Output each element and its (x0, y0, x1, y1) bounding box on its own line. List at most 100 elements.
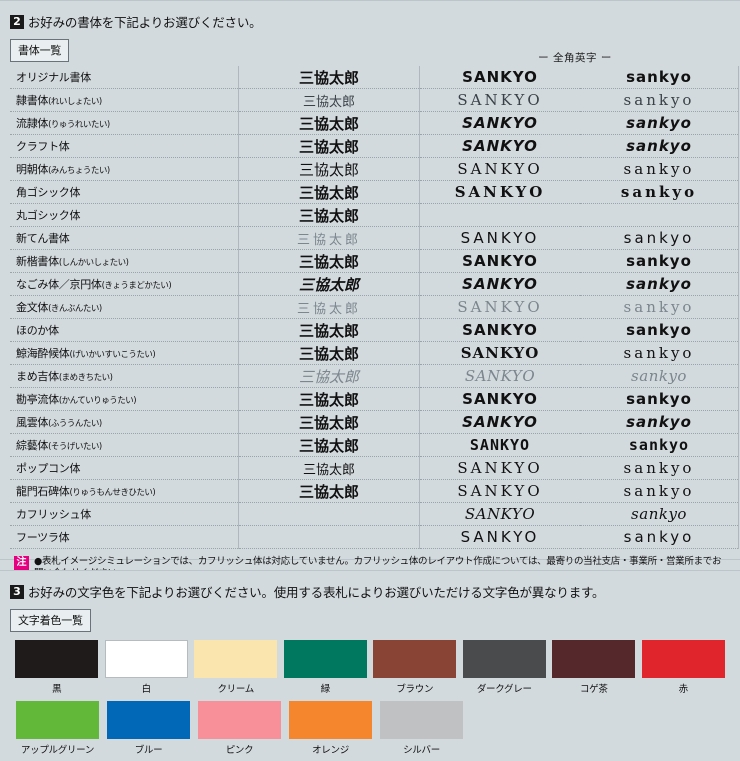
kanji-sample: 三協太郎 (238, 180, 420, 204)
font-table-wrapper: ー 全角英字 ー オリジナル書体 三協太郎 SANKYO sankyo 隷書体(… (10, 52, 739, 549)
font-name-cell: 明朝体(みんちょうたい) (10, 157, 239, 181)
color-swatch-cream[interactable]: クリーム (193, 640, 279, 695)
upper-sample: SANKYO (419, 157, 580, 181)
color-swatch-blue[interactable]: ブルー (105, 701, 192, 756)
color-label: 赤 (678, 684, 689, 695)
upper-sample: SANKYO (419, 111, 580, 135)
section2-title: お好みの書体を下記よりお選びください。 (28, 15, 262, 30)
kanji-sample: 三協太郎 (238, 341, 420, 365)
table-row[interactable]: カフリッシュ体 SANKYO sankyo (10, 502, 739, 526)
font-name-kana: (かんていりゅうたい) (58, 396, 137, 406)
table-row[interactable]: 角ゴシック体 三協太郎 SANKYO sankyo (10, 180, 739, 204)
table-row[interactable]: クラフト体 三協太郎 SANKYO sankyo (10, 134, 739, 158)
font-name: 隷書体 (16, 94, 49, 107)
table-row[interactable]: 隷書体(れいしょたい) 三協太郎 SANKYO sankyo (10, 88, 739, 112)
lower-sample: sankyo (580, 180, 739, 204)
color-label: シルバー (403, 745, 440, 756)
table-row[interactable]: 綜藝体(そうげいたい) 三協太郎 SANKYO sankyo (10, 433, 739, 457)
lower-sample: sankyo (580, 502, 739, 526)
font-name: 角ゴシック体 (16, 186, 81, 199)
color-swatch-orange[interactable]: オレンジ (287, 701, 374, 756)
font-name: カフリッシュ体 (16, 508, 91, 521)
table-row[interactable]: 勘亭流体(かんていりゅうたい) 三協太郎 SANKYO sankyo (10, 387, 739, 411)
section3-number-badge: 3 (10, 584, 24, 599)
table-row[interactable]: 風雲体(ふううんたい) 三協太郎 SANKYO sankyo (10, 410, 739, 434)
table-row[interactable]: まめ吉体(まめきちたい) 三協太郎 SANKYO sankyo (10, 364, 739, 388)
color-swatch-white[interactable]: 白 (104, 640, 190, 695)
font-name-kana: (みんちょうたい) (48, 166, 110, 176)
kanji-sample: 三協太郎 (238, 318, 420, 342)
font-name: 鯨海酔候体 (16, 347, 70, 360)
lower-sample: sankyo (580, 111, 739, 135)
kanji-sample: 三協太郎 (238, 134, 420, 158)
table-row[interactable]: なごみ体／京円体(きょうまどかたい) 三協太郎 SANKYO sankyo (10, 272, 739, 296)
color-chip (194, 640, 278, 678)
upper-sample: SANKYO (419, 226, 580, 250)
lower-sample: sankyo (580, 525, 739, 549)
color-swatch-pink[interactable]: ピンク (196, 701, 283, 756)
kanji-sample: 三協太郎 (238, 66, 420, 89)
font-name: 流隷体 (16, 117, 49, 130)
color-swatch-dark-gray[interactable]: ダークグレー (462, 640, 548, 695)
table-row[interactable]: ポップコン体 三協太郎 SANKYO sankyo (10, 456, 739, 480)
table-row[interactable]: 流隷体(りゅうれいたい) 三協太郎 SANKYO sankyo (10, 111, 739, 135)
table-row[interactable]: 明朝体(みんちょうたい) 三協太郎 SANKYO sankyo (10, 157, 739, 181)
color-label: ブルー (134, 745, 163, 756)
section-color-list: 3 お好みの文字色を下記よりお選びください。使用する表札によりお選びいただける文… (0, 570, 740, 761)
font-name-cell: 鯨海酔候体(げいかいすいこうたい) (10, 341, 239, 365)
table-row[interactable]: ほのか体 三協太郎 SANKYO sankyo (10, 318, 739, 342)
kanji-sample: 三協太郎 (238, 272, 420, 296)
font-name: 明朝体 (16, 163, 49, 176)
section-font-list: 2 お好みの書体を下記よりお選びください。 書体一覧 ー 全角英字 ー オリジナ… (0, 0, 740, 579)
table-row[interactable]: 新てん書体 三協太郎 SANKYO sankyo (10, 226, 739, 250)
font-name-cell: オリジナル書体 (10, 66, 239, 89)
kanji-sample: 三協太郎 (238, 410, 420, 434)
kanji-sample: 三協太郎 (238, 226, 420, 250)
font-name-cell: なごみ体／京円体(きょうまどかたい) (10, 272, 239, 296)
lower-sample: sankyo (580, 318, 739, 342)
color-swatch-brown[interactable]: ブラウン (372, 640, 458, 695)
color-swatch-apple-green[interactable]: アップルグリーン (14, 701, 101, 756)
table-row[interactable]: 新楷書体(しんかいしょたい) 三協太郎 SANKYO sankyo (10, 249, 739, 273)
color-row-1: 黒 白 クリーム 緑 ブラウン (14, 640, 730, 695)
upper-sample (419, 203, 580, 227)
upper-sample: SANKYO (419, 180, 580, 204)
section2-number-badge: 2 (10, 14, 24, 29)
color-chip (198, 701, 281, 739)
font-name: 綜藝体 (16, 439, 49, 452)
lower-sample: sankyo (580, 249, 739, 273)
upper-sample: SANKYO (419, 88, 580, 112)
color-swatch-black[interactable]: 黒 (14, 640, 100, 695)
table-row[interactable]: 鯨海酔候体(げいかいすいこうたい) 三協太郎 SANKYO sankyo (10, 341, 739, 365)
lower-sample: sankyo (580, 410, 739, 434)
table-row[interactable]: 龍門石碑体(りゅうもんせきひたい) 三協太郎 SANKYO sankyo (10, 479, 739, 503)
kanji-sample: 三協太郎 (238, 88, 420, 112)
font-name-cell: 角ゴシック体 (10, 180, 239, 204)
kanji-sample: 三協太郎 (238, 157, 420, 181)
color-chip (104, 640, 188, 678)
font-name: クラフト体 (16, 140, 70, 153)
color-swatch-green[interactable]: 緑 (283, 640, 369, 695)
font-name-cell: 勘亭流体(かんていりゅうたい) (10, 387, 239, 411)
color-swatch-red[interactable]: 赤 (641, 640, 727, 695)
color-chip (283, 640, 367, 678)
font-name: ほのか体 (16, 324, 59, 337)
table-row[interactable]: 丸ゴシック体 三協太郎 (10, 203, 739, 227)
kanji-sample: 三協太郎 (238, 387, 420, 411)
font-name-cell: フーツラ体 (10, 525, 239, 549)
color-swatch-dark-brown[interactable]: コゲ茶 (551, 640, 637, 695)
color-chip (107, 701, 190, 739)
table-row[interactable]: 金文体(きんぶんたい) 三協太郎 SANKYO sankyo (10, 295, 739, 319)
upper-sample: SANKYO (419, 66, 580, 89)
color-swatch-silver[interactable]: シルバー (378, 701, 465, 756)
table-row[interactable]: オリジナル書体 三協太郎 SANKYO sankyo (10, 66, 739, 89)
table-row[interactable]: フーツラ体 SANKYO sankyo (10, 525, 739, 549)
font-name-kana: (りゅうもんせきひたい) (69, 488, 156, 498)
color-list-tag: 文字着色一覧 (10, 609, 91, 632)
font-name: フーツラ体 (16, 531, 70, 544)
font-name-cell: 丸ゴシック体 (10, 203, 239, 227)
kanji-sample: 三協太郎 (238, 364, 420, 388)
color-row-2: アップルグリーン ブルー ピンク オレンジ シルバー (14, 701, 730, 756)
font-name-cell: 隷書体(れいしょたい) (10, 88, 239, 112)
font-name: 新楷書体 (16, 255, 59, 268)
